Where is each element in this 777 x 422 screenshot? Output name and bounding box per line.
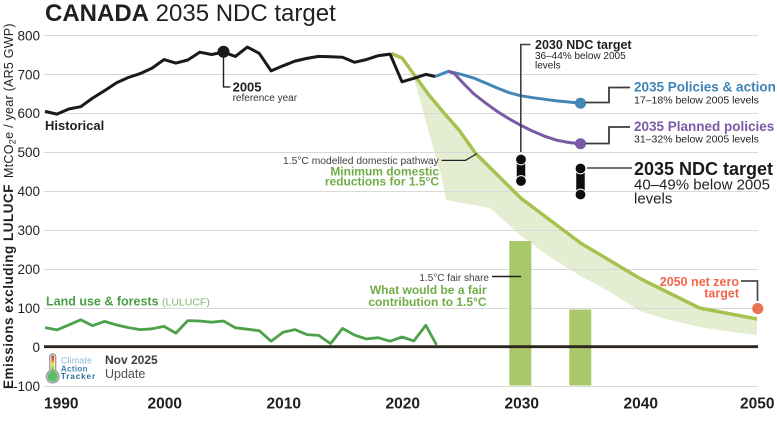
svg-text:Land use & forests (LULUCF): Land use & forests (LULUCF) — [46, 295, 210, 309]
svg-text:reductions for 1.5°C: reductions for 1.5°C — [325, 174, 439, 188]
svg-text:levels: levels — [634, 191, 672, 208]
svg-text:31–32% below 2005 levels: 31–32% below 2005 levels — [634, 134, 759, 146]
svg-text:contribution to 1.5°C: contribution to 1.5°C — [368, 295, 486, 309]
svg-text:500: 500 — [17, 145, 40, 160]
svg-text:2035 Planned policies: 2035 Planned policies — [634, 119, 774, 134]
svg-text:100: 100 — [17, 301, 40, 316]
svg-text:2020: 2020 — [386, 395, 420, 412]
svg-text:2040: 2040 — [624, 395, 658, 412]
svg-text:levels: levels — [535, 61, 561, 72]
svg-text:0: 0 — [32, 340, 40, 355]
svg-text:1.5°C modelled domestic pathwa: 1.5°C modelled domestic pathway — [283, 156, 440, 167]
svg-text:target: target — [704, 287, 740, 301]
svg-text:700: 700 — [17, 67, 40, 82]
svg-text:Historical: Historical — [45, 118, 104, 133]
svg-text:Emissions excluding LULUCFMtCO: Emissions excluding LULUCFMtCO2e / year … — [1, 23, 18, 389]
svg-text:What would be a fair: What would be a fair — [370, 283, 487, 297]
svg-text:1990: 1990 — [44, 395, 78, 412]
svg-text:2010: 2010 — [267, 395, 301, 412]
svg-text:400: 400 — [17, 184, 40, 199]
svg-text:Minimum domestic: Minimum domestic — [330, 165, 439, 179]
svg-text:600: 600 — [17, 106, 40, 121]
svg-text:Tracker: Tracker — [61, 372, 96, 381]
svg-text:2030: 2030 — [505, 395, 539, 412]
svg-text:Climate: Climate — [61, 356, 92, 366]
svg-text:2035 NDC target: 2035 NDC target — [634, 159, 773, 179]
svg-text:36–44% below 2005: 36–44% below 2005 — [535, 51, 626, 62]
svg-text:2000: 2000 — [148, 395, 182, 412]
svg-text:reference year: reference year — [233, 93, 298, 104]
svg-text:800: 800 — [17, 28, 40, 43]
svg-text:1.5°C fair share: 1.5°C fair share — [419, 273, 489, 284]
svg-text:200: 200 — [17, 262, 40, 277]
svg-text:CANADA 2035 NDC target: CANADA 2035 NDC target — [45, 0, 336, 27]
svg-text:2050 net zero: 2050 net zero — [660, 275, 740, 289]
svg-text:300: 300 — [17, 223, 40, 238]
svg-text:2050: 2050 — [740, 395, 774, 412]
svg-text:2005: 2005 — [233, 80, 262, 95]
svg-text:Action: Action — [61, 365, 88, 374]
svg-text:17–18% below 2005 levels: 17–18% below 2005 levels — [634, 95, 759, 107]
svg-text:Nov 2025: Nov 2025 — [105, 353, 158, 367]
svg-text:2035 Policies & action: 2035 Policies & action — [634, 80, 776, 95]
svg-text:40–49% below 2005: 40–49% below 2005 — [634, 177, 770, 194]
svg-text:2030 NDC target: 2030 NDC target — [535, 38, 632, 52]
svg-text:-100: -100 — [13, 379, 40, 394]
svg-text:Update: Update — [105, 367, 145, 381]
